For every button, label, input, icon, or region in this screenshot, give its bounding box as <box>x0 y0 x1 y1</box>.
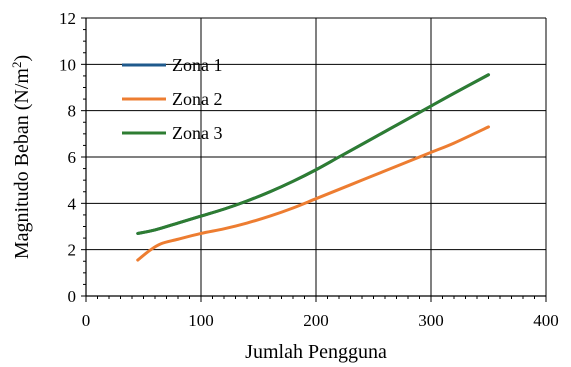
legend-label: Zona 3 <box>172 123 222 143</box>
y-tick-label: 10 <box>59 55 76 74</box>
x-tick-label: 0 <box>82 311 91 330</box>
y-tick-label: 4 <box>68 194 77 213</box>
x-tick-label: 100 <box>188 311 214 330</box>
axes: 0 2 4 6 8 10 12 0 100 200 300 400 <box>59 9 559 330</box>
x-axis-title: Jumlah Pengguna <box>245 341 387 363</box>
x-tick-label: 300 <box>418 311 444 330</box>
grid <box>86 17 547 296</box>
y-tick-label: 8 <box>68 102 77 121</box>
legend-label: Zona 2 <box>172 89 222 109</box>
series-lines <box>136 73 490 262</box>
y-tick-label: 12 <box>59 9 76 28</box>
y-tick-label: 2 <box>68 241 77 260</box>
series-line-zona-2 <box>136 125 490 262</box>
x-tick-label: 200 <box>303 311 329 330</box>
y-tick-label: 0 <box>68 287 77 306</box>
legend-label: Zona 1 <box>172 55 222 75</box>
x-tick-label: 400 <box>533 311 559 330</box>
y-axis-title: Magnitudo Beban (N/m2) <box>9 55 34 259</box>
legend: Zona 1 Zona 2 Zona 3 <box>122 55 222 143</box>
series-line-zona-3 <box>136 73 490 235</box>
y-tick-label: 6 <box>68 148 77 167</box>
